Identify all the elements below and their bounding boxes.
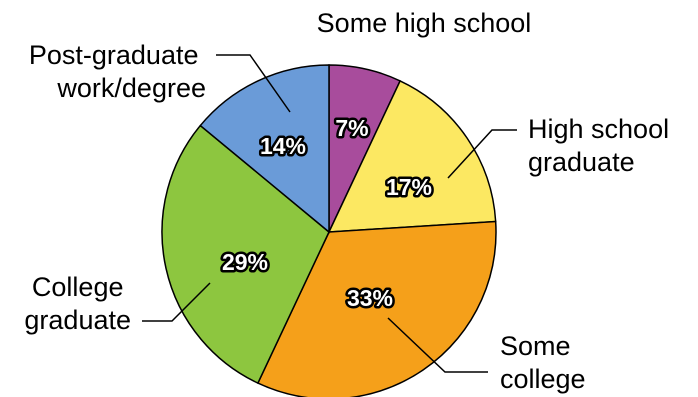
percent-label-some-high-school: 7% — [335, 115, 368, 141]
slice-label-some-college: Some college — [500, 331, 586, 394]
leader-some-college — [387, 317, 488, 373]
pie-slice-post-graduate-work-degree — [199, 64, 330, 234]
percent-label-post-graduate-work-degree: 14% — [260, 133, 306, 159]
percent-label-college-graduate: 29% — [222, 249, 268, 275]
percent-label-high-school-graduate: 17% — [386, 174, 432, 200]
percent-label-some-college: 33% — [347, 285, 393, 311]
pie-slice-some-college — [256, 220, 497, 397]
leader-lines — [142, 54, 517, 373]
percent-labels: 7% 17% 33% 29% 14% — [219, 113, 434, 314]
leader-post-graduate — [216, 54, 291, 113]
slice-label-post-graduate: Post-graduate work/degree — [29, 40, 206, 103]
leader-high-school-graduate — [447, 129, 517, 179]
slice-label-college-graduate: College graduate — [24, 272, 131, 335]
slice-label-high-school-graduate: High school graduate — [528, 114, 677, 177]
slice-label-some-high-school: Some high school — [317, 8, 532, 38]
pie-slices — [161, 64, 497, 397]
pie-slice-high-school-graduate — [327, 79, 497, 233]
leader-college-graduate — [142, 282, 211, 322]
pie-slice-college-graduate — [161, 124, 330, 385]
